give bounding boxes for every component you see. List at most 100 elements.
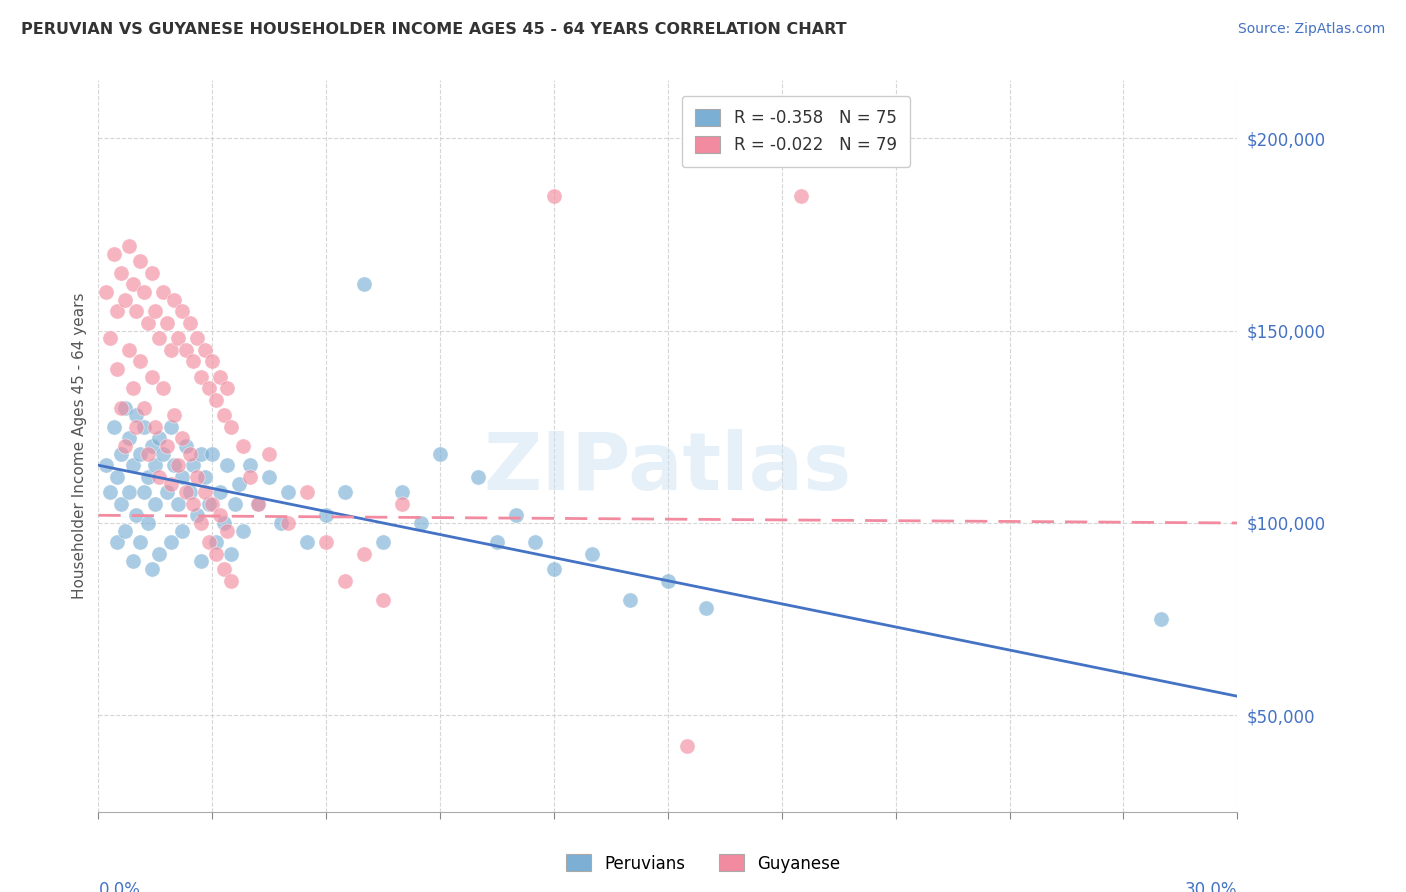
Point bbox=[197, 381, 219, 395]
Point bbox=[163, 293, 186, 307]
Point bbox=[148, 331, 170, 345]
Point bbox=[217, 458, 239, 473]
Point bbox=[186, 470, 208, 484]
Point bbox=[179, 316, 201, 330]
Point bbox=[110, 497, 132, 511]
Point bbox=[132, 401, 155, 415]
Point bbox=[110, 447, 132, 461]
Point bbox=[107, 470, 129, 484]
Point bbox=[103, 246, 125, 260]
Point bbox=[167, 458, 190, 473]
Point bbox=[118, 485, 141, 500]
Point bbox=[179, 485, 201, 500]
Point bbox=[205, 535, 228, 549]
Point bbox=[121, 554, 143, 568]
Point bbox=[125, 508, 148, 523]
Point bbox=[232, 524, 254, 538]
Point bbox=[208, 485, 231, 500]
Point bbox=[201, 354, 224, 368]
Point bbox=[129, 254, 152, 268]
Point bbox=[543, 562, 565, 576]
Point bbox=[277, 485, 299, 500]
Point bbox=[190, 447, 212, 461]
Point bbox=[159, 535, 181, 549]
Text: PERUVIAN VS GUYANESE HOUSEHOLDER INCOME AGES 45 - 64 YEARS CORRELATION CHART: PERUVIAN VS GUYANESE HOUSEHOLDER INCOME … bbox=[21, 22, 846, 37]
Point bbox=[145, 458, 167, 473]
Point bbox=[208, 369, 231, 384]
Point bbox=[221, 574, 243, 588]
Point bbox=[259, 447, 281, 461]
Point bbox=[221, 419, 243, 434]
Text: 30.0%: 30.0% bbox=[1185, 881, 1237, 892]
Point bbox=[246, 497, 269, 511]
Point bbox=[125, 408, 148, 422]
Legend: Peruvians, Guyanese: Peruvians, Guyanese bbox=[560, 847, 846, 880]
Point bbox=[212, 408, 235, 422]
Point bbox=[335, 574, 357, 588]
Point bbox=[201, 497, 224, 511]
Point bbox=[581, 547, 603, 561]
Point bbox=[205, 547, 228, 561]
Point bbox=[183, 458, 205, 473]
Point bbox=[94, 458, 117, 473]
Point bbox=[174, 439, 197, 453]
Point bbox=[148, 470, 170, 484]
Point bbox=[371, 535, 394, 549]
Point bbox=[114, 401, 136, 415]
Point bbox=[505, 508, 527, 523]
Point bbox=[110, 401, 132, 415]
Point bbox=[695, 600, 717, 615]
Point bbox=[107, 304, 129, 318]
Point bbox=[217, 381, 239, 395]
Point bbox=[159, 477, 181, 491]
Text: Source: ZipAtlas.com: Source: ZipAtlas.com bbox=[1237, 22, 1385, 37]
Point bbox=[152, 285, 174, 299]
Point bbox=[125, 304, 148, 318]
Point bbox=[467, 470, 489, 484]
Point bbox=[676, 739, 699, 754]
Point bbox=[141, 266, 163, 280]
Point bbox=[371, 593, 394, 607]
Point bbox=[197, 497, 219, 511]
Point bbox=[790, 188, 813, 202]
Point bbox=[429, 447, 451, 461]
Point bbox=[232, 439, 254, 453]
Point bbox=[136, 470, 159, 484]
Point bbox=[156, 316, 179, 330]
Point bbox=[170, 524, 193, 538]
Point bbox=[190, 554, 212, 568]
Point bbox=[141, 562, 163, 576]
Point bbox=[141, 439, 163, 453]
Point bbox=[107, 362, 129, 376]
Point bbox=[141, 369, 163, 384]
Point bbox=[212, 516, 235, 530]
Point bbox=[152, 447, 174, 461]
Point bbox=[114, 439, 136, 453]
Point bbox=[221, 547, 243, 561]
Point bbox=[94, 285, 117, 299]
Point bbox=[114, 293, 136, 307]
Point bbox=[163, 458, 186, 473]
Point bbox=[186, 508, 208, 523]
Point bbox=[129, 354, 152, 368]
Point bbox=[239, 470, 262, 484]
Point bbox=[136, 447, 159, 461]
Point bbox=[391, 497, 413, 511]
Point bbox=[194, 343, 217, 357]
Point bbox=[315, 535, 337, 549]
Point bbox=[197, 535, 219, 549]
Y-axis label: Householder Income Ages 45 - 64 years: Householder Income Ages 45 - 64 years bbox=[72, 293, 87, 599]
Point bbox=[167, 497, 190, 511]
Point bbox=[132, 485, 155, 500]
Point bbox=[297, 485, 319, 500]
Point bbox=[391, 485, 413, 500]
Point bbox=[159, 419, 181, 434]
Point bbox=[212, 562, 235, 576]
Point bbox=[159, 343, 181, 357]
Point bbox=[125, 419, 148, 434]
Text: 0.0%: 0.0% bbox=[98, 881, 141, 892]
Point bbox=[277, 516, 299, 530]
Point bbox=[136, 516, 159, 530]
Point bbox=[217, 524, 239, 538]
Point bbox=[315, 508, 337, 523]
